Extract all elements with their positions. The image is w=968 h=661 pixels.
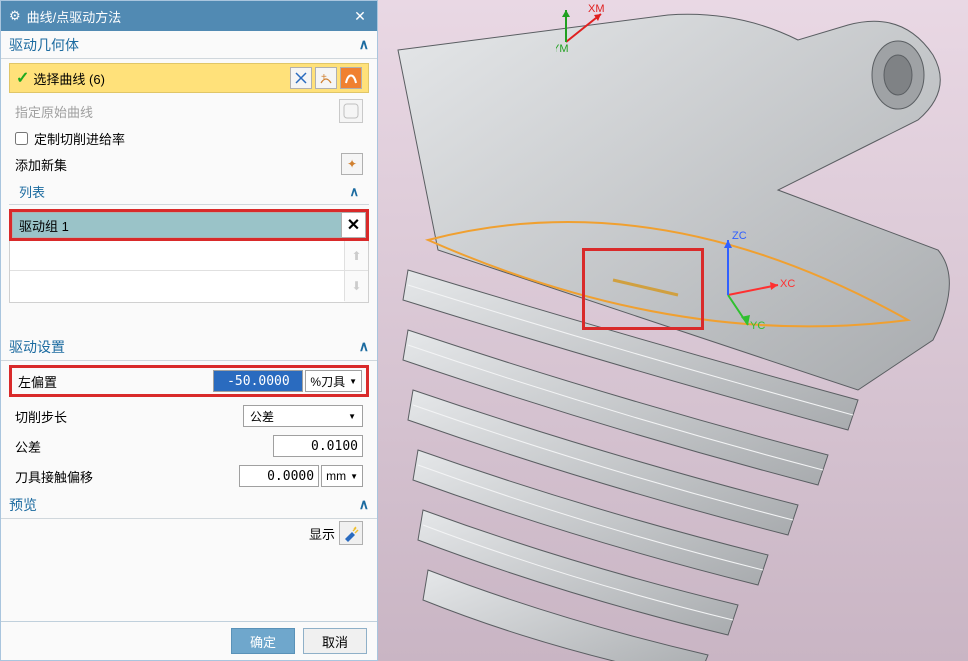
- gear-icon: ⚙: [9, 8, 21, 24]
- dialog-titlebar: ⚙ 曲线/点驱动方法 ✕: [1, 1, 377, 31]
- check-icon: ✓: [16, 68, 29, 88]
- custom-feedrate-row: 定制切削进给率: [1, 125, 377, 151]
- section-drive-geometry-header[interactable]: 驱动几何体 ∧: [1, 31, 377, 59]
- graphics-viewport[interactable]: XM YM XC YC ZC: [378, 0, 968, 661]
- custom-feedrate-label: 定制切削进给率: [34, 129, 125, 148]
- cancel-button[interactable]: 取消: [303, 628, 367, 654]
- section-preview-title: 预览: [9, 495, 37, 515]
- add-set-row: 添加新集 ✦: [1, 151, 377, 177]
- preview-body: 显示: [1, 519, 377, 551]
- orientation-triad: XM YM: [556, 2, 616, 52]
- contact-offset-row: 刀具接触偏移 mm ▼: [1, 461, 377, 491]
- section-settings-title: 驱动设置: [9, 337, 65, 357]
- cut-step-row: 切削步长 公差 ▼: [1, 401, 377, 431]
- custom-feedrate-checkbox[interactable]: [15, 132, 28, 145]
- chevron-up-icon: ∧: [359, 36, 369, 53]
- dialog-close-button[interactable]: ✕: [351, 8, 369, 25]
- drive-group-list: 驱动组 1 ✕: [12, 212, 366, 238]
- left-offset-label: 左偏置: [14, 372, 213, 391]
- original-curve-row: 指定原始曲线: [1, 97, 377, 125]
- add-set-label: 添加新集: [15, 155, 67, 174]
- drive-group-item[interactable]: 驱动组 1: [13, 213, 341, 237]
- select-curve-label: 选择曲线 (6): [33, 69, 287, 88]
- sketch-region-icon[interactable]: [339, 99, 363, 123]
- svg-text:YM: YM: [556, 43, 569, 52]
- left-offset-unit-dropdown[interactable]: %刀具 ▼: [305, 370, 362, 392]
- part-render: [378, 0, 968, 661]
- svg-text:YC: YC: [750, 320, 765, 332]
- drive-group-list-highlight: 驱动组 1 ✕: [9, 209, 369, 241]
- contact-label: 刀具接触偏移: [15, 467, 239, 486]
- move-up-icon[interactable]: ⬆: [344, 241, 368, 271]
- chevron-down-icon: ▼: [350, 472, 358, 481]
- chevron-down-icon: ▼: [348, 412, 356, 421]
- svg-text:XC: XC: [780, 278, 795, 290]
- list-subheader-title: 列表: [19, 182, 45, 201]
- svg-text:XM: XM: [588, 3, 605, 15]
- contact-unit-dropdown[interactable]: mm ▼: [321, 465, 363, 487]
- drive-method-dialog: ⚙ 曲线/点驱动方法 ✕ 驱动几何体 ∧ ✓ 选择曲线 (6) + 指定原始曲线…: [0, 0, 378, 661]
- curve-icon[interactable]: [340, 67, 362, 89]
- wcs-triad: XC YC ZC: [708, 225, 808, 335]
- chevron-up-icon: ∧: [359, 496, 369, 513]
- drive-settings-body: 左偏置 %刀具 ▼ 切削步长 公差 ▼ 公差 刀具接触偏移 mm: [1, 361, 377, 491]
- svg-text:ZC: ZC: [732, 230, 747, 242]
- add-point-icon[interactable]: +: [315, 67, 337, 89]
- original-curve-label: 指定原始曲线: [15, 102, 93, 121]
- preview-show-label: 显示: [309, 524, 335, 543]
- tolerance-label: 公差: [15, 437, 273, 456]
- viewport-highlight: [582, 248, 704, 330]
- section-preview-header[interactable]: 预览 ∧: [1, 491, 377, 519]
- cut-step-label: 切削步长: [15, 407, 243, 426]
- tolerance-input[interactable]: [273, 435, 363, 457]
- dialog-title: 曲线/点驱动方法: [27, 7, 122, 26]
- tangent-icon[interactable]: [290, 67, 312, 89]
- left-offset-input[interactable]: [213, 370, 303, 392]
- dialog-button-bar: 确定 取消: [1, 621, 377, 660]
- left-offset-highlight: 左偏置 %刀具 ▼: [9, 365, 369, 397]
- flashlight-icon[interactable]: [339, 521, 363, 545]
- chevron-down-icon: ▼: [349, 377, 357, 386]
- contact-input[interactable]: [239, 465, 319, 487]
- select-curve-row[interactable]: ✓ 选择曲线 (6) +: [9, 63, 369, 93]
- section-drive-geometry-title: 驱动几何体: [9, 35, 79, 55]
- drive-group-empty-rows: ⬆ ⬇: [9, 241, 369, 303]
- tolerance-row: 公差: [1, 431, 377, 461]
- cut-step-dropdown[interactable]: 公差 ▼: [243, 405, 363, 427]
- list-subheader[interactable]: 列表 ∧: [9, 179, 369, 205]
- section-drive-settings-header[interactable]: 驱动设置 ∧: [1, 333, 377, 361]
- chevron-up-icon: ∧: [349, 184, 359, 200]
- chevron-up-icon: ∧: [359, 338, 369, 355]
- add-set-button[interactable]: ✦: [341, 153, 363, 175]
- move-down-icon[interactable]: ⬇: [344, 271, 368, 301]
- drive-group-delete-button[interactable]: ✕: [341, 213, 365, 237]
- ok-button[interactable]: 确定: [231, 628, 295, 654]
